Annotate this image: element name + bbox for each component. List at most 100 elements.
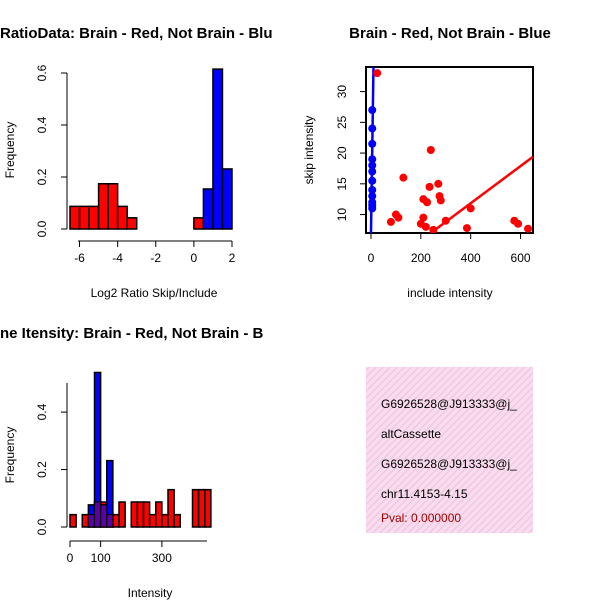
scatter-point-brain [462,224,471,233]
scatter-point-brain [373,69,382,78]
scatter-point-not-brain [368,185,377,194]
scatter-point-brain [419,213,428,222]
ratio-y-label: Frequency [3,122,17,179]
intensity-y-tick-label: 0.2 [35,461,49,478]
info-box-background [366,367,533,533]
ratio-y-tick-label: 0.2 [35,168,49,185]
intensity-x-tick-label: 300 [152,551,172,565]
scatter-point-brain [421,222,430,231]
scatter-point-not-brain [368,161,377,170]
intensity-bar-brain [130,501,139,528]
info-location: chr11.4153-4.15 [381,487,468,501]
info-pval: Pval: 0.000000 [381,511,461,525]
scatter-point-brain [394,213,403,222]
scatter-point-brain [386,217,395,226]
intensity-bar-brain [155,501,163,528]
info-event-type: altCassette [381,427,441,441]
scatter-point-brain [434,179,443,188]
intensity-bar-brain [191,488,200,528]
scatter-point-not-brain [368,124,377,133]
intensity-bar-brain [118,501,126,528]
intensity-bar-brain [81,513,90,528]
info-gene-id: G6926528@J913333@j_ [381,397,517,411]
scatter-point-not-brain [368,176,377,185]
scatter-y-tick-label: 25 [335,115,349,129]
ratio-bar-brain [126,217,138,230]
ratio-bar-brain [193,217,205,230]
intensity-bar-brain [204,488,212,528]
intensity-bar-brain [197,488,206,528]
intensity-bar-overlap [100,504,108,528]
scatter-x-tick-label: 0 [368,251,375,265]
scatter-x-tick-label: 400 [461,251,481,265]
ratio-bar-not-brain [221,168,233,230]
ratio-bar-brain [116,205,128,230]
scatter-point-brain [514,219,523,228]
scatter-x-tick-label: 200 [411,251,431,265]
ratio-bar-not-brain [212,68,224,230]
scatter-point-brain [429,225,438,233]
intensity-bar-brain [112,513,120,528]
intensity-x-tick-label: 100 [91,551,111,565]
scatter-y-tick-label: 15 [335,177,349,191]
scatter-point-brain [441,216,450,225]
scatter-y-label: skip intensity [302,116,316,185]
intensity-y-tick-label: 0.4 [35,403,49,420]
ratio-bar-brain [78,205,90,230]
scatter-y-tick-label: 20 [335,146,349,160]
scatter-point-brain [466,204,475,213]
intensity-bar-brain [148,513,157,528]
scatter-point-not-brain [368,204,377,213]
ratio-bar-brain [88,205,100,230]
intensity-x-tick-label: 0 [67,551,74,565]
ratio-bar-not-brain [202,188,214,230]
panel-scatter: Brain - Red, Not Brain - Blue 0 200 400 600… [302,25,551,300]
scatter-x-label: include intensity [407,286,492,300]
scatter-chart-title: Brain - Red, Not Brain - Blue [349,25,551,42]
ratio-y-tick-label: 0.0 [35,220,49,237]
ratio-x-label: Log2 Ratio Skip/Include [91,286,218,300]
scatter-point-brain [524,224,533,233]
scatter-point-not-brain [368,167,377,176]
scatter-point-not-brain [368,155,377,164]
ratio-x-tick-label: 2 [229,251,236,265]
scatter-y-tick-label: 30 [335,85,349,99]
ratio-bar-brain [107,183,119,230]
scatter-plot-box [365,66,534,234]
intensity-y-tick-label: 0.0 [35,518,49,535]
info-gene-id-2: G6926528@J913333@j_ [381,457,517,471]
panel-intensity-histogram: ne Itensity: Brain - Red, Not Brain - B … [0,325,264,600]
intensity-chart-title: ne Itensity: Brain - Red, Not Brain - B [0,325,264,342]
ratio-x-tick-label: -6 [74,251,85,265]
ratio-bar-brain [69,205,81,230]
scatter-y-tick-label: 10 [335,208,349,222]
ratio-y-tick-label: 0.4 [35,116,49,133]
intensity-bar-overlap [106,514,114,528]
ratio-chart-title: RatioData: Brain - Red, Not Brain - Blu [0,25,273,42]
intensity-bar-brain [161,513,169,528]
intensity-bar-brain [173,513,181,528]
scatter-point-brain [436,196,445,205]
intensity-bar-brain [142,501,151,528]
intensity-bar-brain [69,513,77,528]
intensity-bar-brain [167,488,175,528]
scatter-x-tick-label: 600 [511,251,531,265]
panel-ratio-histogram: RatioData: Brain - Red, Not Brain - Blu … [0,25,273,300]
info-panel: G6926528@J913333@j_ altCassette G6926528… [366,367,533,533]
intensity-y-label: Frequency [3,427,17,484]
ratio-bar-brain [97,183,109,230]
ratio-x-tick-label: -2 [150,251,161,265]
intensity-bar-brain [136,501,145,528]
scatter-point-not-brain [368,106,377,115]
ratio-x-tick-label: 0 [191,251,198,265]
scatter-point-brain [425,182,434,191]
scatter-point-not-brain [368,139,377,148]
intensity-x-label: Intensity [128,586,173,600]
ratio-y-tick-label: 0.6 [35,64,49,81]
scatter-point-brain [399,173,408,182]
ratio-x-tick-label: -4 [112,251,123,265]
intensity-bar-overlap [94,501,102,528]
intensity-bar-overlap [87,514,95,528]
scatter-point-brain [419,195,428,204]
